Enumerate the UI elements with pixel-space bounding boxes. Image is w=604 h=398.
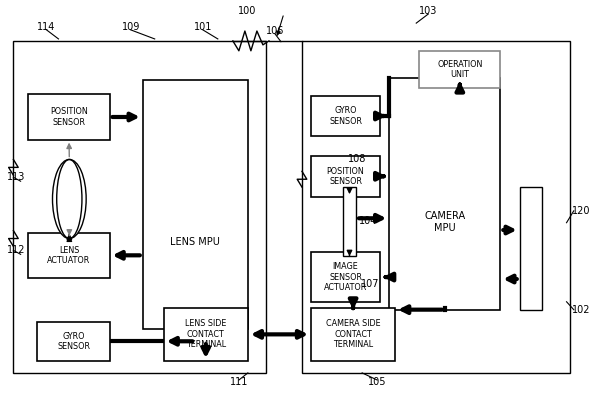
Text: GYRO
SENSOR: GYRO SENSOR [329, 106, 362, 126]
Text: POSITION
SENSOR: POSITION SENSOR [50, 107, 88, 127]
Text: 107: 107 [361, 279, 379, 289]
Text: CAMERA
MPU: CAMERA MPU [424, 211, 465, 232]
Text: 112: 112 [7, 246, 26, 256]
FancyBboxPatch shape [13, 41, 266, 373]
Text: 120: 120 [573, 206, 591, 216]
FancyBboxPatch shape [311, 308, 395, 361]
Text: CAMERA SIDE
CONTACT
TERMINAL: CAMERA SIDE CONTACT TERMINAL [326, 320, 381, 349]
FancyBboxPatch shape [343, 187, 356, 256]
Ellipse shape [53, 160, 86, 238]
Text: 108: 108 [349, 154, 367, 164]
Text: 113: 113 [7, 172, 26, 182]
Text: LENS MPU: LENS MPU [170, 237, 220, 247]
FancyBboxPatch shape [302, 41, 570, 373]
Text: 111: 111 [230, 377, 248, 386]
Text: OPERATION
UNIT: OPERATION UNIT [437, 60, 483, 79]
Text: 102: 102 [573, 304, 591, 315]
Text: 103: 103 [419, 6, 437, 16]
Text: 104: 104 [359, 216, 377, 226]
FancyBboxPatch shape [311, 252, 380, 302]
Text: LENS SIDE
CONTACT
TERMINAL: LENS SIDE CONTACT TERMINAL [185, 320, 226, 349]
Text: 101: 101 [194, 22, 212, 32]
Text: 114: 114 [37, 22, 56, 32]
FancyBboxPatch shape [311, 156, 380, 197]
FancyBboxPatch shape [419, 51, 500, 88]
FancyBboxPatch shape [28, 94, 109, 140]
FancyBboxPatch shape [143, 80, 248, 330]
Text: LENS
ACTUATOR: LENS ACTUATOR [47, 246, 91, 265]
FancyBboxPatch shape [37, 322, 109, 361]
Text: GYRO
SENSOR: GYRO SENSOR [57, 332, 90, 351]
Text: 109: 109 [121, 22, 140, 32]
FancyBboxPatch shape [389, 78, 500, 310]
FancyBboxPatch shape [164, 308, 248, 361]
Text: 105: 105 [368, 377, 387, 386]
Text: 106: 106 [266, 26, 284, 36]
FancyBboxPatch shape [28, 232, 109, 278]
FancyBboxPatch shape [519, 187, 542, 310]
Text: 100: 100 [237, 6, 256, 16]
FancyBboxPatch shape [311, 96, 380, 136]
Text: IMAGE
SENSOR
ACTUATOR: IMAGE SENSOR ACTUATOR [324, 262, 367, 292]
Text: POSITION
SENSOR: POSITION SENSOR [327, 167, 364, 186]
